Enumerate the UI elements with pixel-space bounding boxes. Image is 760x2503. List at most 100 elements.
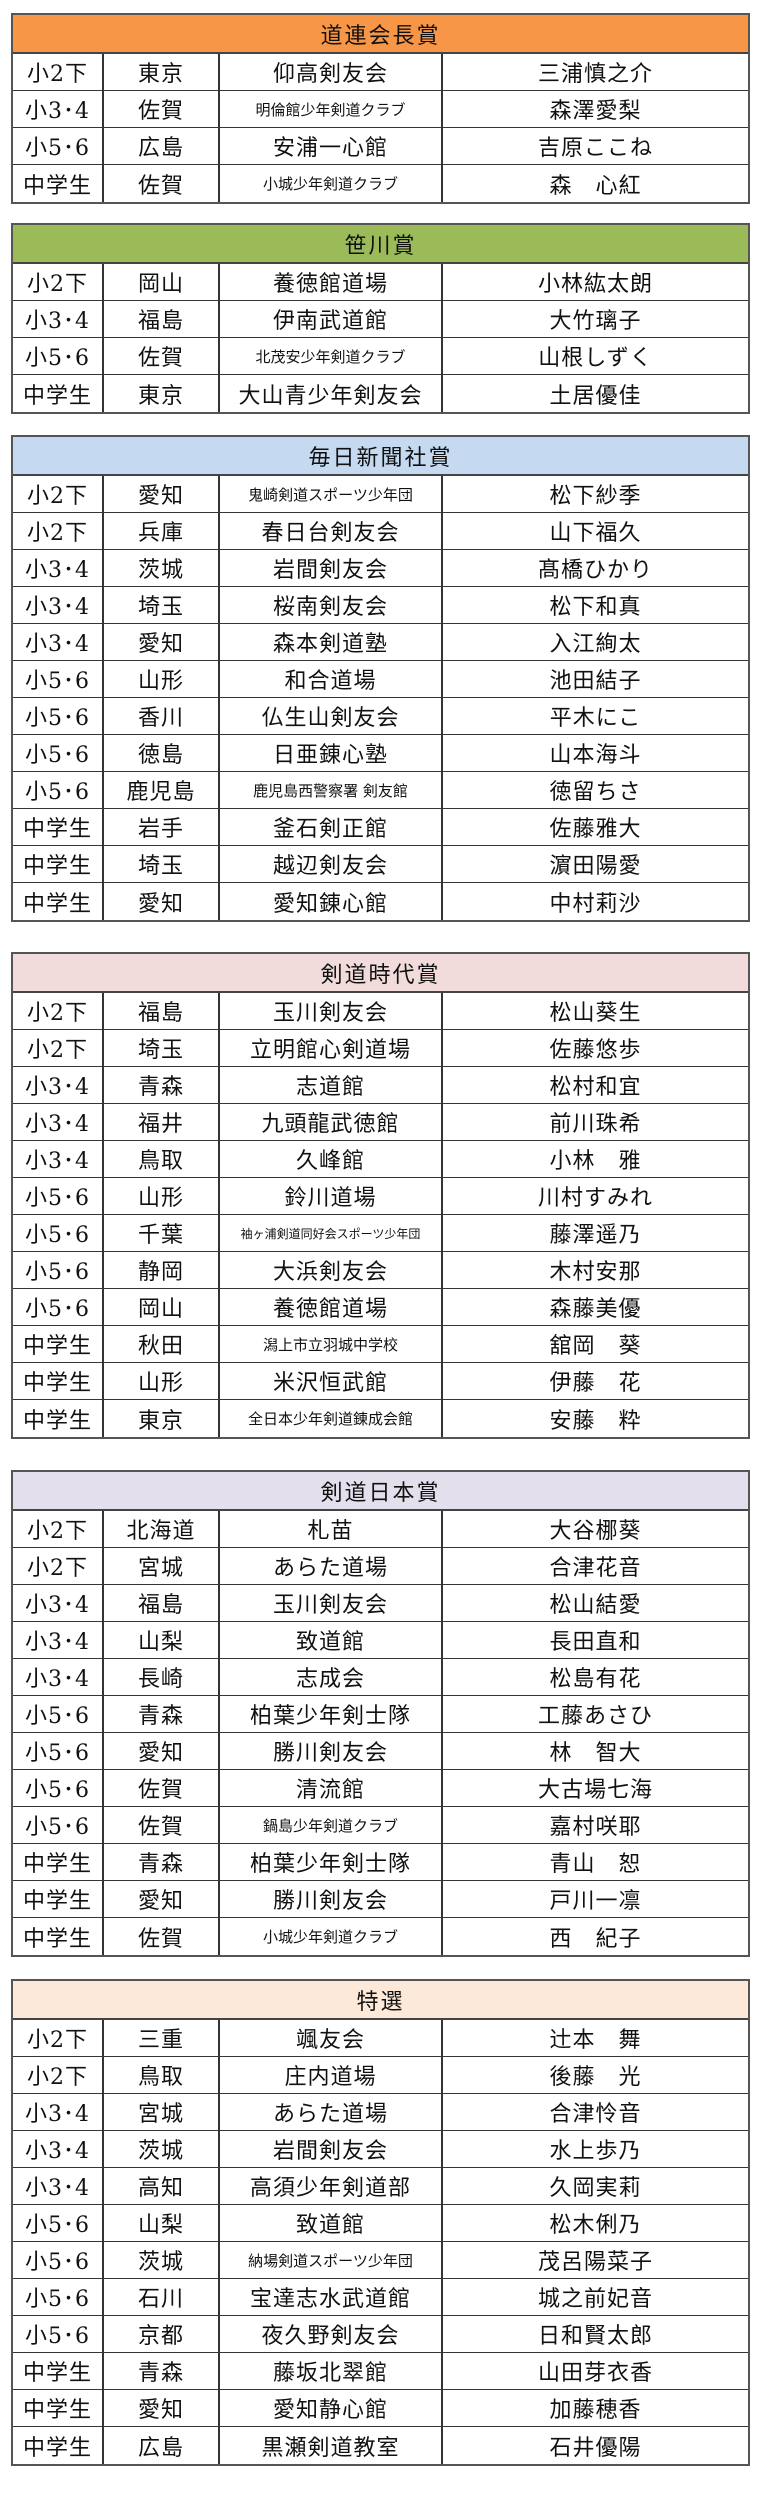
table-row: 小3･4 山梨 致道館 長田直和	[13, 1622, 748, 1659]
name-cell: 西 紀子	[549, 1926, 642, 1952]
grade-cell: 小5･6	[13, 1178, 104, 1214]
name-cell: 髙橋ひかり	[537, 558, 653, 583]
grade-cell: 小2下	[13, 476, 104, 512]
club-cell: 愛知静心館	[220, 2390, 443, 2426]
grade-cell: 小5･6	[13, 2316, 104, 2352]
prefecture-cell: 青森	[104, 1067, 220, 1103]
prefecture-cell: 広島	[104, 2427, 220, 2464]
grade-cell: 小3･4	[13, 301, 104, 337]
table-row: 小5･6 青森 柏葉少年剣士隊 工藤あさひ	[13, 1696, 748, 1733]
prefecture-cell: 山形	[104, 1363, 220, 1399]
table-row: 小2下 北海道 札苗 大谷梛葵	[13, 1511, 748, 1548]
prefecture-cell: 福島	[104, 301, 220, 337]
award-table: 笹川賞 小2下 岡山 養徳館道場 小林紘太朗 小3･4 福島 伊南武道館 大竹璃子 小5･6 佐賀北…	[11, 223, 750, 414]
club-cell: 全日本少年剣道錬成会館	[220, 1400, 443, 1437]
name-cell: 松下和真	[549, 595, 642, 620]
prefecture-cell: 山形	[104, 661, 220, 697]
prefecture-cell: 佐賀	[104, 1807, 220, 1843]
grade-cell: 小3･4	[13, 91, 104, 127]
name-cell: 林 智大	[549, 1741, 642, 1766]
name-cell: 森澤愛梨	[549, 99, 642, 124]
club-cell: 鹿児島西警察署 剣友館	[220, 772, 443, 808]
table-row: 小2下 愛知 鬼崎剣道スポーツ少年団 松下紗季	[13, 476, 748, 513]
grade-cell: 小2下	[13, 1511, 104, 1547]
prefecture-cell: 佐賀	[104, 165, 220, 202]
grade-cell: 小5･6	[13, 1696, 104, 1732]
award-title: 剣道日本賞	[13, 1472, 748, 1511]
prefecture-cell: 愛知	[104, 2390, 220, 2426]
table-row: 小3･4 愛知 森本剣道塾 入江絢太	[13, 624, 748, 661]
prefecture-cell: 福島	[104, 993, 220, 1029]
grade-cell: 小2下	[13, 1548, 104, 1584]
prefecture-cell: 愛知	[104, 883, 220, 920]
club-cell: 越辺剣友会	[220, 846, 443, 882]
club-cell: 安浦一心館	[220, 128, 443, 164]
table-row: 小5･6 茨城 納場剣道スポーツ少年団 茂呂陽菜子	[13, 2242, 748, 2279]
grade-cell: 小2下	[13, 54, 104, 90]
award-table: 毎日新聞社賞 小2下 愛知 鬼崎剣道スポーツ少年団 松下紗季 小2下 兵庫 春日台剣友会 山下福…	[11, 435, 750, 922]
prefecture-cell: 長崎	[104, 1659, 220, 1695]
club-cell: 仏生山剣友会	[220, 698, 443, 734]
prefecture-cell: 愛知	[104, 624, 220, 660]
grade-cell: 中学生	[13, 846, 104, 882]
grade-cell: 小5･6	[13, 698, 104, 734]
club-cell: 和合道場	[220, 661, 443, 697]
name-cell: 平木にこ	[549, 706, 642, 731]
grade-cell: 小5･6	[13, 1252, 104, 1288]
grade-cell: 小5･6	[13, 128, 104, 164]
prefecture-cell: 東京	[104, 1400, 220, 1437]
club-cell: 釜石剣正館	[220, 809, 443, 845]
name-cell: 藤澤遥乃	[549, 1223, 642, 1248]
name-cell: 大谷梛葵	[549, 1519, 642, 1544]
prefecture-cell: 山梨	[104, 1622, 220, 1658]
club-cell: 札苗	[220, 1511, 443, 1547]
table-row: 小3･4 茨城 岩間剣友会 水上歩乃	[13, 2131, 748, 2168]
prefecture-cell: 鳥取	[104, 2057, 220, 2093]
award-title: 道連会長賞	[13, 15, 748, 54]
table-row: 小3･4 福島 玉川剣友会 松山結愛	[13, 1585, 748, 1622]
table-row: 小5･6 香川 仏生山剣友会 平木にこ	[13, 698, 748, 735]
table-row: 中学生 愛知 愛知静心館 加藤穂香	[13, 2390, 748, 2427]
club-cell: 桜南剣友会	[220, 587, 443, 623]
prefecture-cell: 佐賀	[104, 1918, 220, 1955]
name-cell: 佐藤雅大	[549, 817, 642, 842]
name-cell: 後藤 光	[549, 2065, 642, 2090]
table-row: 小5･6 愛知 勝川剣友会 林 智大	[13, 1733, 748, 1770]
club-cell: 颯友会	[220, 2020, 443, 2056]
club-cell: 養徳館道場	[220, 1289, 443, 1325]
grade-cell: 小3･4	[13, 2131, 104, 2167]
table-row: 小5･6 静岡 大浜剣友会 木村安那	[13, 1252, 748, 1289]
grade-cell: 小3･4	[13, 2094, 104, 2130]
table-row: 小5･6 千葉 袖ヶ浦剣道同好会スポーツ少年団 藤澤遥乃	[13, 1215, 748, 1252]
prefecture-cell: 鹿児島	[104, 772, 220, 808]
table-row: 小2下 宮城 あらた道場 合津花音	[13, 1548, 748, 1585]
grade-cell: 小2下	[13, 993, 104, 1029]
table-row: 小3･4 茨城 岩間剣友会 髙橋ひかり	[13, 550, 748, 587]
table-row: 中学生 岩手 釜石剣正館 佐藤雅大	[13, 809, 748, 846]
table-row: 小3･4 長崎 志成会 松島有花	[13, 1659, 748, 1696]
club-cell: 玉川剣友会	[220, 993, 443, 1029]
table-row: 中学生 東京 大山青少年剣友会 土居優佳	[13, 375, 748, 412]
table-row: 小2下 鳥取 庄内道場 後藤 光	[13, 2057, 748, 2094]
club-cell: 志道館	[220, 1067, 443, 1103]
table-row: 小3･4 佐賀 明倫館少年剣道クラブ 森澤愛梨	[13, 91, 748, 128]
prefecture-cell: 徳島	[104, 735, 220, 771]
grade-cell: 中学生	[13, 883, 104, 920]
club-cell: 勝川剣友会	[220, 1733, 443, 1769]
prefecture-cell: 香川	[104, 698, 220, 734]
award-table: 剣道日本賞 小2下 北海道 札苗 大谷梛葵 小2下 宮城 あらた道場 合津花音 小3･4 福島 玉川剣…	[11, 1470, 750, 1957]
grade-cell: 中学生	[13, 1400, 104, 1437]
grade-cell: 小5･6	[13, 772, 104, 808]
grade-cell: 小5･6	[13, 2205, 104, 2241]
club-cell: 高須少年剣道部	[220, 2168, 443, 2204]
table-row: 中学生 青森 藤坂北翠館 山田芽衣香	[13, 2353, 748, 2390]
prefecture-cell: 岡山	[104, 264, 220, 300]
name-cell: 池田結子	[549, 669, 642, 694]
name-cell: 森 心紅	[549, 173, 642, 199]
award-table: 特選 小2下 三重 颯友会 辻本 舞小2下 鳥取 庄内道場 後藤 光小3･4 宮城 あらた道場 合津…	[11, 1979, 750, 2466]
table-row: 小3･4 宮城 あらた道場 合津怜音	[13, 2094, 748, 2131]
club-cell: 納場剣道スポーツ少年団	[220, 2242, 443, 2278]
grade-cell: 中学生	[13, 1363, 104, 1399]
grade-cell: 小3･4	[13, 1141, 104, 1177]
award-title: 剣道時代賞	[13, 954, 748, 993]
